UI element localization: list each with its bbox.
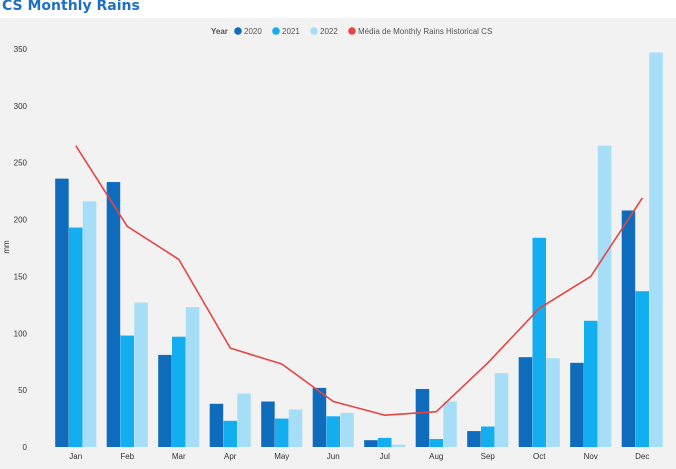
legend-marker-2021 [272,27,280,35]
bar-2020-dec[interactable] [621,210,636,447]
y-axis-label: mm [2,240,11,254]
legend-label[interactable]: 2021 [282,27,300,36]
bar-2020-feb[interactable] [106,182,121,447]
bar-2021-jul[interactable] [378,437,392,447]
bar-2021-mar[interactable] [172,336,186,447]
bar-2021-oct[interactable] [532,237,547,447]
y-tick-label: 150 [14,272,28,281]
legend-marker-2020 [234,27,242,35]
bar-2022-jul[interactable] [391,444,406,447]
bar-2020-jan[interactable] [55,178,69,448]
legend-label[interactable]: 2022 [320,27,338,36]
bar-2022-jun[interactable] [340,412,354,447]
bar-2020-aug[interactable] [415,389,430,447]
chart-panel: Year 2020 2021 2022 Média de Monthly Rains H… [0,18,676,469]
bar-2020-nov[interactable] [570,362,584,447]
bar-2021-feb[interactable] [120,335,135,447]
bar-2022-sep[interactable] [494,373,509,447]
x-tick-label-may: May [274,452,289,461]
chart-title: CS Monthly Rains [2,0,140,14]
bar-2020-apr[interactable] [209,403,224,447]
x-tick-label-jan: Jan [69,452,82,461]
legend-label[interactable]: 2020 [244,27,262,36]
bar-2022-feb[interactable] [134,302,148,447]
bar-2022-mar[interactable] [185,307,200,447]
bar-2021-dec[interactable] [635,291,650,447]
bar-2020-mar[interactable] [158,354,172,447]
y-tick-label: 0 [23,443,28,452]
bar-2021-nov[interactable] [584,320,598,447]
legend-title: Year [211,27,228,36]
bar-2021-apr[interactable] [223,420,238,447]
bar-2020-sep[interactable] [467,431,481,447]
bar-2021-jan[interactable] [69,227,83,447]
x-tick-label-dec: Dec [635,452,649,461]
bar-2020-jun[interactable] [312,387,327,447]
x-tick-label-jun: Jun [327,452,340,461]
bar-2022-nov[interactable] [597,145,612,447]
legend-label[interactable]: Média de Monthly Rains Historical CS [358,27,492,36]
legend-marker-média-de-monthly-rains-historical-cs [348,27,356,35]
monthly-rains-chart: Year 2020 2021 2022 Média de Monthly Rains H… [2,27,663,461]
y-tick-label: 100 [14,329,28,338]
legend-marker-2022 [310,27,318,35]
x-tick-label-mar: Mar [172,452,186,461]
bar-2020-oct[interactable] [518,357,533,447]
y-tick-label: 200 [14,216,28,225]
x-tick-label-jul: Jul [380,452,390,461]
bar-2020-jul[interactable] [364,440,378,447]
bar-series-group [55,52,663,448]
bar-2021-aug[interactable] [429,439,444,447]
x-tick-label-aug: Aug [429,452,443,461]
bar-2021-jun[interactable] [326,416,341,447]
bar-2022-dec[interactable] [649,52,663,447]
bar-2022-apr[interactable] [237,393,251,447]
y-tick-label: 50 [18,386,27,395]
bar-2022-may[interactable] [288,409,303,447]
bar-2022-oct[interactable] [546,358,560,447]
x-tick-label-sep: Sep [481,452,496,461]
y-tick-label: 300 [14,102,28,111]
average-line[interactable] [75,145,643,417]
y-axis: 0 50 100 150 200 250 300 350 mm [2,45,28,452]
x-axis: Jan Feb Mar Apr May Jun Jul Aug Sep Oct Nov Dec [69,452,649,461]
x-tick-label-feb: Feb [120,452,134,461]
bar-2022-aug[interactable] [443,401,457,447]
x-tick-label-apr: Apr [224,452,237,461]
bar-2021-sep[interactable] [481,426,495,447]
chart-legend: Year 2020 2021 2022 Média de Monthly Rains H… [211,27,492,36]
bar-2022-jan[interactable] [82,201,97,447]
average-line-group [75,145,643,417]
y-tick-label: 350 [14,45,28,54]
y-tick-label: 250 [14,159,28,168]
bar-2021-may[interactable] [275,418,289,447]
bar-2020-may[interactable] [261,401,275,447]
x-tick-label-oct: Oct [533,452,546,461]
x-tick-label-nov: Nov [584,452,598,461]
